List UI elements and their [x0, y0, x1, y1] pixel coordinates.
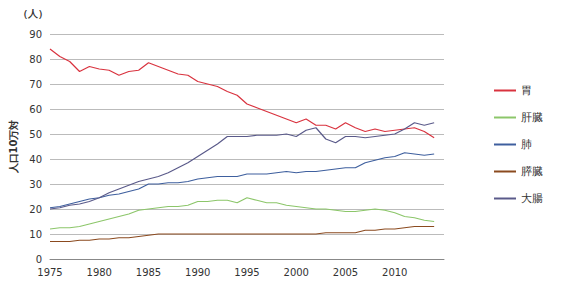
svg-text:1980: 1980 — [87, 267, 112, 278]
svg-text:70: 70 — [29, 79, 42, 90]
svg-text:30: 30 — [29, 179, 42, 190]
svg-text:50: 50 — [29, 129, 42, 140]
svg-text:0: 0 — [36, 254, 42, 265]
svg-text:10: 10 — [29, 229, 42, 240]
svg-text:肺: 肺 — [521, 138, 532, 151]
svg-text:1985: 1985 — [136, 267, 161, 278]
svg-text:（人）: （人） — [18, 8, 48, 19]
svg-text:人口10万対: 人口10万対 — [8, 120, 19, 175]
svg-text:胃: 胃 — [521, 84, 532, 97]
svg-text:1995: 1995 — [234, 267, 259, 278]
svg-text:肝臓: 肝臓 — [521, 111, 543, 124]
svg-text:大腸: 大腸 — [521, 192, 543, 205]
svg-text:1975: 1975 — [37, 267, 62, 278]
svg-text:2005: 2005 — [333, 267, 358, 278]
svg-text:20: 20 — [29, 204, 42, 215]
svg-text:2000: 2000 — [284, 267, 309, 278]
svg-text:60: 60 — [29, 104, 42, 115]
svg-text:膵臓: 膵臓 — [521, 165, 543, 178]
svg-text:90: 90 — [29, 29, 42, 40]
svg-text:40: 40 — [29, 154, 42, 165]
svg-text:80: 80 — [29, 54, 42, 65]
svg-text:1990: 1990 — [185, 267, 210, 278]
svg-text:2010: 2010 — [382, 267, 407, 278]
